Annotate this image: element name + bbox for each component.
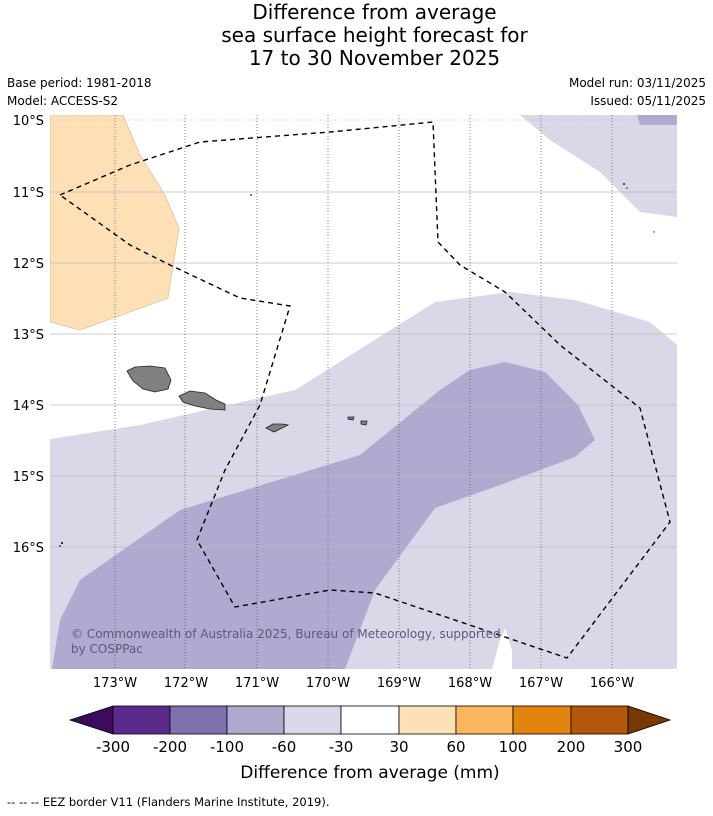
ofu-island xyxy=(347,416,355,421)
copyright-line-1: © Commonwealth of Australia 2025, Bureau… xyxy=(71,627,501,641)
title-line-1: Difference from average xyxy=(252,0,497,24)
colorbar-tick: 100 xyxy=(499,738,528,756)
islands xyxy=(126,365,368,433)
lat-label: 16°S xyxy=(13,541,44,556)
colorbar-arrow-low xyxy=(68,705,114,735)
eez-footnote: -- -- -- EEZ border V11 (Flanders Marine… xyxy=(7,795,330,809)
lon-label: 166°W xyxy=(590,676,634,691)
title-line-2: sea surface height forecast for xyxy=(221,23,528,47)
colorbar-swatch xyxy=(570,705,629,735)
colorbar-swatch xyxy=(512,705,572,735)
lat-label: 10°S xyxy=(13,114,44,129)
colorbar-title: Difference from average (mm) xyxy=(240,763,499,783)
lat-label: 14°S xyxy=(13,399,44,414)
longitude-gridlines xyxy=(114,115,613,669)
lon-label: 170°W xyxy=(306,676,350,691)
colorbar-swatch xyxy=(226,705,285,735)
tau-island xyxy=(360,420,368,426)
tutuila-island xyxy=(265,423,290,433)
lon-label: 173°W xyxy=(93,676,137,691)
colorbar-tick: 300 xyxy=(614,738,643,756)
colorbar-swatch xyxy=(455,705,514,735)
map-title: Difference from average sea surface heig… xyxy=(0,1,713,70)
colorbar-tick: -60 xyxy=(272,738,297,756)
title-line-3: 17 to 30 November 2025 xyxy=(248,46,501,70)
colorbar-swatch xyxy=(340,705,400,735)
colorbar-swatch xyxy=(283,705,342,735)
latitude-labels: 10°S 11°S 12°S 13°S 14°S 15°S 16°S xyxy=(13,114,44,556)
base-period: Base period: 1981-2018 xyxy=(7,76,152,90)
model-name: Model: ACCESS-S2 xyxy=(7,94,119,108)
lon-label: 168°W xyxy=(448,676,492,691)
map-area: © Commonwealth of Australia 2025, Bureau… xyxy=(50,115,677,669)
eez-border xyxy=(59,121,671,659)
lat-label: 13°S xyxy=(13,328,44,343)
anomaly-region-minus60-to-minus100 xyxy=(52,362,595,669)
colorbar-tick-labels: -300 -200 -100 -60 -30 30 60 100 200 300 xyxy=(96,738,642,756)
colorbar-tick: 60 xyxy=(446,738,465,756)
lat-label: 12°S xyxy=(13,257,44,272)
colorbar-tick: -300 xyxy=(96,738,130,756)
lon-label: 171°W xyxy=(235,676,279,691)
upolu-island xyxy=(178,390,226,411)
savaii-island xyxy=(126,365,172,393)
colorbar-tick: -100 xyxy=(210,738,244,756)
colorbar-tick: 200 xyxy=(557,738,586,756)
lon-label: 169°W xyxy=(377,676,421,691)
model-run: Model run: 03/11/2025 xyxy=(568,76,706,90)
longitude-labels: 173°W 172°W 171°W 170°W 169°W 168°W 167°… xyxy=(93,676,634,691)
copyright-line-2: by COSPPac xyxy=(71,642,143,656)
colorbar-tick: -30 xyxy=(329,738,354,756)
lon-label: 172°W xyxy=(164,676,208,691)
lat-label: 11°S xyxy=(13,186,44,201)
anomaly-region-minus30-to-minus60-north xyxy=(520,115,677,217)
meta-right: Model run: 03/11/2025 Issued: 05/11/2025 xyxy=(569,74,706,110)
latitude-gridlines xyxy=(50,119,677,548)
colorbar-arrow-high xyxy=(627,705,672,735)
colorbar-swatch xyxy=(112,705,171,735)
small-islets xyxy=(59,183,655,547)
issued-date: Issued: 05/11/2025 xyxy=(590,94,706,108)
lat-label: 15°S xyxy=(13,470,44,485)
colorbar-tick: 30 xyxy=(389,738,408,756)
lon-label: 167°W xyxy=(519,676,563,691)
colorbar-swatch xyxy=(169,705,228,735)
anomaly-region-plus30-to-plus60 xyxy=(50,115,180,331)
colorbar-legend xyxy=(68,705,672,735)
colorbar-tick: -200 xyxy=(153,738,187,756)
colorbar-swatch xyxy=(398,705,457,735)
meta-left: Base period: 1981-2018 Model: ACCESS-S2 xyxy=(7,74,152,110)
